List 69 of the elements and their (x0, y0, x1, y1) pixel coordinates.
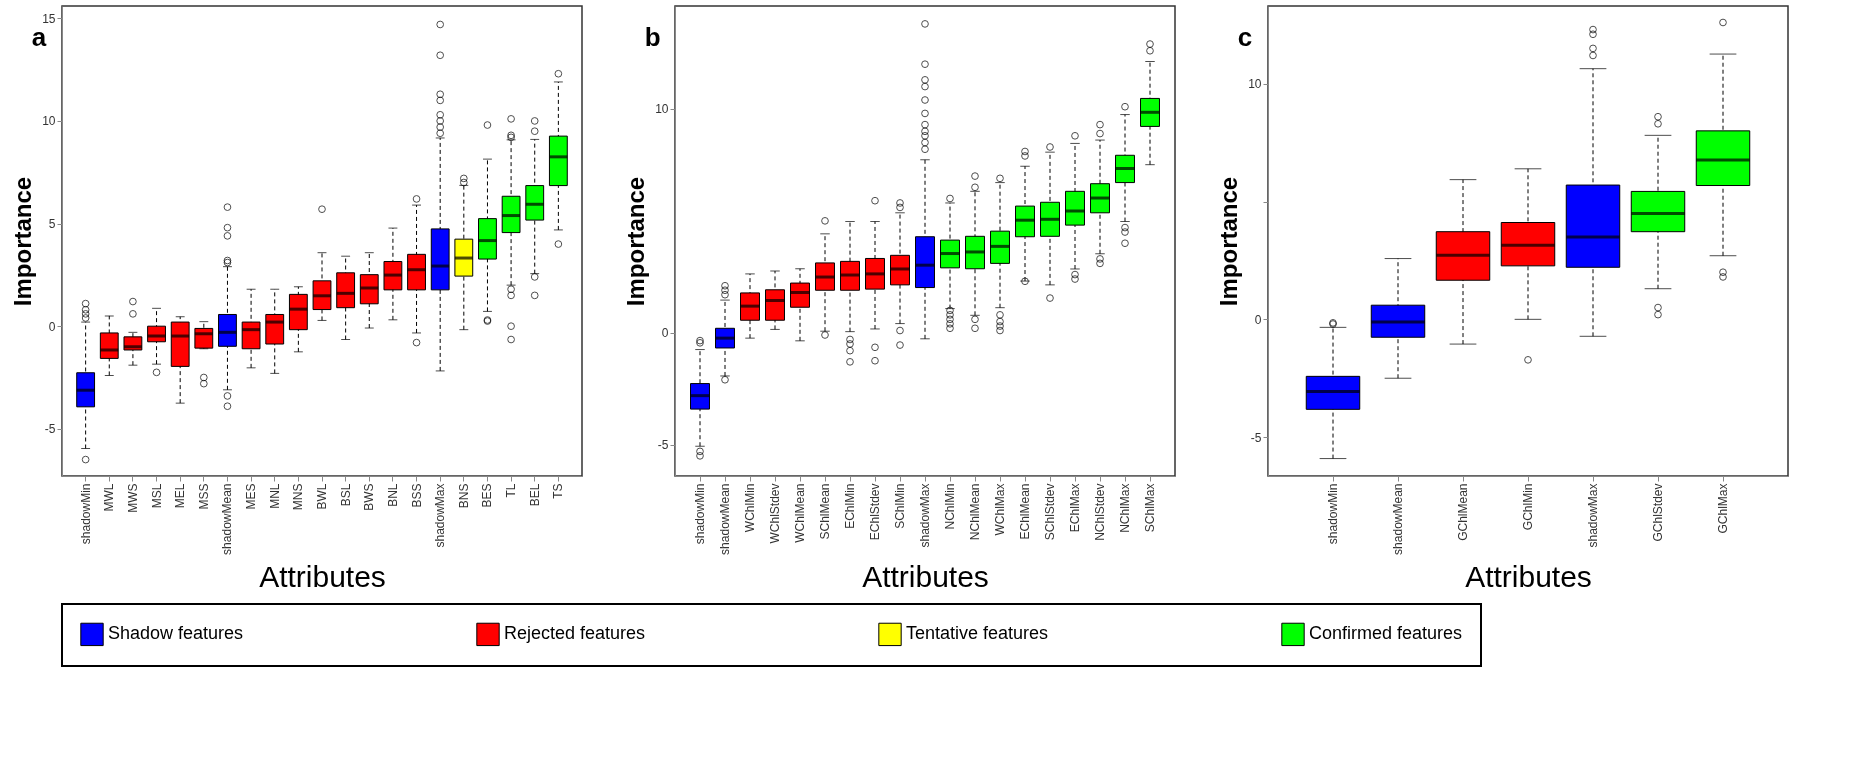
y-tick-label: -5 (1250, 430, 1262, 445)
x-tick-label: shadowMax (918, 483, 932, 548)
x-tick-label: WChlMean (793, 483, 807, 543)
y-tick-label: -5 (44, 422, 56, 437)
legend-label: Tentative features (906, 623, 1049, 644)
x-tick-label: GChlStdev (1651, 483, 1665, 542)
x-tick-label: WChlMin (743, 483, 757, 533)
x-tick-label: BSL (338, 483, 353, 507)
x-tick-label: WChlStdev (768, 483, 782, 544)
x-tick-label: BNL (385, 483, 400, 507)
x-axis-title: Attributes (259, 559, 386, 593)
x-tick-label: BNS (456, 483, 471, 509)
y-tick-label: 10 (1248, 77, 1262, 92)
x-tick-label: GChlMean (1456, 483, 1470, 541)
y-axis-title: Importance (9, 176, 37, 307)
x-tick-label: MNL (267, 483, 282, 509)
x-tick-label: MSL (149, 483, 164, 509)
x-tick-label: shadowMean (718, 483, 732, 555)
x-tick-label: GChlMax (1716, 483, 1730, 534)
x-tick-label: NChlStdev (1093, 483, 1107, 541)
text: b (644, 22, 661, 52)
x-tick-label: BES (480, 483, 495, 508)
y-tick-label: 0 (48, 319, 56, 334)
y-tick-label: 0 (661, 326, 669, 341)
y-tick-label: 0 (1254, 312, 1262, 327)
x-tick-label: SChlMin (893, 483, 907, 529)
x-tick-label: SChlMax (1143, 483, 1157, 533)
x-tick-label: NChlMin (943, 483, 957, 530)
x-tick-label: shadowMax (433, 483, 448, 548)
legend-label: Rejected features (504, 623, 646, 644)
x-tick-label: EChlMax (1068, 483, 1082, 533)
x-tick-label: BEL (527, 483, 542, 507)
x-tick-label: MWL (102, 483, 117, 512)
x-tick-label: EChlMin (843, 483, 857, 529)
text: c (1237, 22, 1253, 52)
x-tick-label: WChlMax (993, 483, 1007, 536)
x-tick-label: NChlMax (1118, 483, 1132, 533)
x-tick-label: TL (504, 483, 519, 498)
x-tick-label: shadowMean (220, 483, 235, 555)
x-tick-label: MEL (173, 483, 188, 509)
x-tick-label: SChlMean (818, 483, 832, 540)
y-tick-label: -5 (657, 438, 669, 453)
x-tick-label: NChlMean (968, 483, 982, 541)
x-tick-label: EChlStdev (868, 483, 882, 541)
x-tick-label: shadowMin (1326, 483, 1340, 545)
x-tick-label: shadowMin (78, 483, 93, 545)
x-tick-label: MES (244, 483, 259, 510)
x-tick-label: BSS (409, 483, 424, 508)
x-tick-label: MWS (125, 483, 140, 513)
x-axis-title: Attributes (862, 559, 989, 593)
x-tick-label: GChlMin (1521, 483, 1535, 531)
y-axis-title: Importance (622, 176, 650, 307)
x-tick-label: BWL (315, 483, 329, 510)
x-tick-label: BWS (362, 483, 377, 511)
x-tick-label: MNS (291, 483, 306, 511)
x-tick-label: EChlMean (1018, 483, 1032, 540)
y-tick-label: 10 (655, 102, 669, 117)
y-axis-title: Importance (1215, 176, 1243, 307)
x-tick-label: shadowMin (693, 483, 707, 545)
y-tick-label: 10 (42, 114, 56, 129)
legend-label: Shadow features (108, 623, 244, 644)
x-tick-label: TS (551, 483, 566, 499)
x-tick-label: MSS (196, 483, 211, 510)
x-axis-title: Attributes (1465, 559, 1592, 593)
y-tick-label: 5 (48, 217, 56, 232)
x-tick-label: shadowMean (1391, 483, 1405, 555)
x-tick-label: SChlStdev (1043, 483, 1057, 541)
x-tick-label: shadowMax (1586, 483, 1600, 548)
legend-label: Confirmed features (1309, 623, 1463, 644)
